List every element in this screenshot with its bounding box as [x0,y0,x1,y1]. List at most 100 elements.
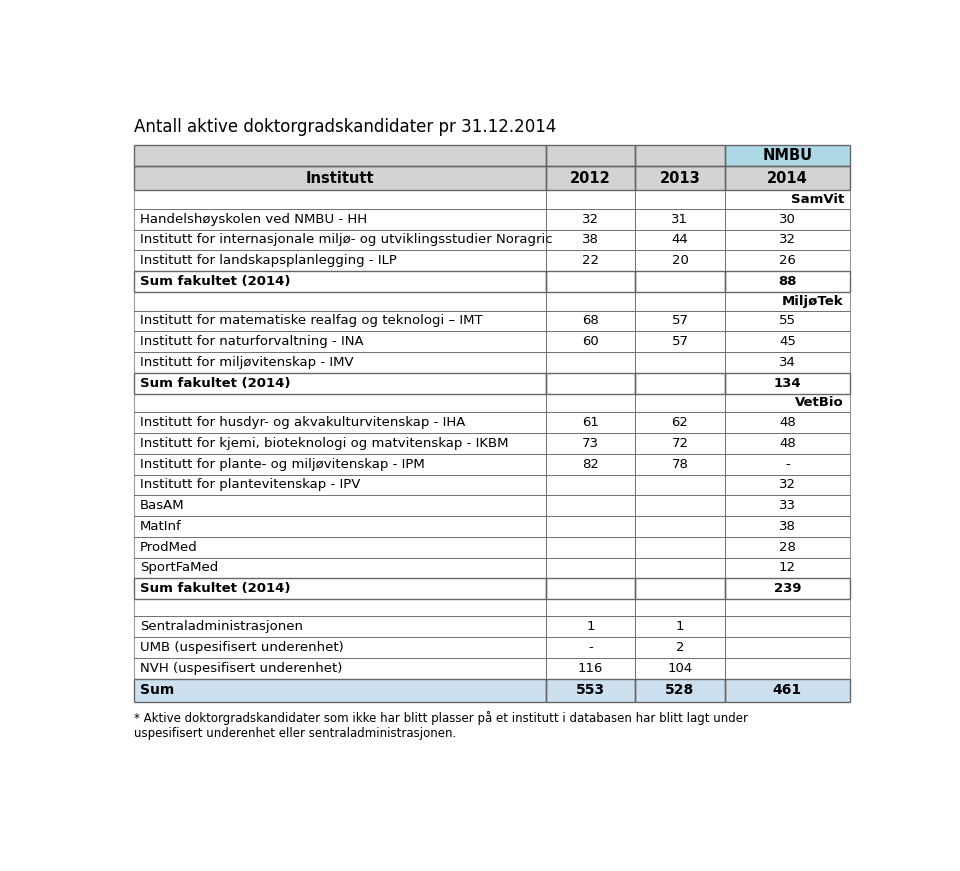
Bar [725,145,850,166]
Bar [134,433,545,454]
Bar [725,250,850,271]
Bar [134,331,545,352]
Bar [725,537,850,557]
Bar [725,331,850,352]
Text: 2: 2 [676,641,684,654]
Text: 48: 48 [779,437,796,450]
Text: Sum fakultet (2014): Sum fakultet (2014) [140,582,291,595]
Bar [545,373,636,394]
Bar [134,145,545,166]
Text: 60: 60 [582,335,599,348]
Bar [545,166,636,190]
Text: Institutt for miljøvitenskap - IMV: Institutt for miljøvitenskap - IMV [140,356,354,369]
Bar [725,557,850,578]
Bar [134,311,545,331]
Bar [134,190,545,209]
Text: 20: 20 [672,254,688,267]
Bar [725,617,850,637]
Text: Institutt for naturforvaltning - INA: Institutt for naturforvaltning - INA [140,335,364,348]
Bar [134,637,545,658]
Text: 57: 57 [671,314,688,327]
Bar [636,394,725,412]
Text: SportFaMed: SportFaMed [140,562,219,575]
Bar [545,599,636,617]
Bar [545,331,636,352]
Bar [545,250,636,271]
Text: Institutt for husdyr- og akvakulturvitenskap - IHA: Institutt for husdyr- og akvakulturviten… [140,416,466,429]
Text: 62: 62 [672,416,688,429]
Bar [636,271,725,292]
Bar [725,352,850,373]
Text: Institutt for plantevitenskap - IPV: Institutt for plantevitenskap - IPV [140,478,361,491]
Bar [725,373,850,394]
Bar [636,537,725,557]
Text: 2012: 2012 [570,171,611,186]
Bar [545,475,636,496]
Bar [725,637,850,658]
Bar [545,454,636,475]
Bar [545,517,636,537]
Text: 528: 528 [665,683,695,698]
Bar [134,292,545,311]
Bar [636,475,725,496]
Text: -: - [785,458,790,470]
Text: 134: 134 [774,376,802,389]
Text: 61: 61 [582,416,599,429]
Text: MiljøTek: MiljøTek [782,294,844,307]
Bar [725,679,850,702]
Text: 57: 57 [671,335,688,348]
Bar [134,373,545,394]
Text: 116: 116 [578,662,603,675]
Text: 12: 12 [779,562,796,575]
Bar [545,617,636,637]
Text: VetBio: VetBio [795,396,844,409]
Text: 239: 239 [774,582,802,595]
Bar [636,578,725,599]
Bar [725,433,850,454]
Bar [636,166,725,190]
Bar [636,373,725,394]
Bar [725,454,850,475]
Text: 32: 32 [779,478,796,491]
Bar [636,250,725,271]
Bar [725,578,850,599]
Text: 72: 72 [671,437,688,450]
Text: 32: 32 [582,213,599,226]
Bar [134,578,545,599]
Bar [636,209,725,230]
Bar [636,557,725,578]
Bar [725,412,850,433]
Bar [545,209,636,230]
Text: Sum: Sum [140,683,175,698]
Bar [134,679,545,702]
Text: 2014: 2014 [767,171,807,186]
Text: 31: 31 [671,213,688,226]
Text: 32: 32 [779,233,796,246]
Bar [725,475,850,496]
Bar [545,311,636,331]
Bar [725,311,850,331]
Text: 104: 104 [667,662,692,675]
Bar [636,230,725,250]
Bar [134,352,545,373]
Bar [725,190,850,209]
Bar [545,230,636,250]
Bar [545,394,636,412]
Text: 28: 28 [779,541,796,554]
Text: NVH (uspesifisert underenhet): NVH (uspesifisert underenhet) [140,662,343,675]
Text: * Aktive doktorgradskandidater som ikke har blitt plasser på et institutt i data: * Aktive doktorgradskandidater som ikke … [134,712,748,740]
Bar [725,209,850,230]
Text: Sum fakultet (2014): Sum fakultet (2014) [140,376,291,389]
Bar [636,679,725,702]
Bar [636,412,725,433]
Bar [636,637,725,658]
Bar [725,394,850,412]
Bar [636,311,725,331]
Text: 44: 44 [672,233,688,246]
Bar [134,394,545,412]
Bar [545,190,636,209]
Text: 38: 38 [582,233,599,246]
Bar [545,271,636,292]
Text: UMB (uspesifisert underenhet): UMB (uspesifisert underenhet) [140,641,344,654]
Text: 73: 73 [582,437,599,450]
